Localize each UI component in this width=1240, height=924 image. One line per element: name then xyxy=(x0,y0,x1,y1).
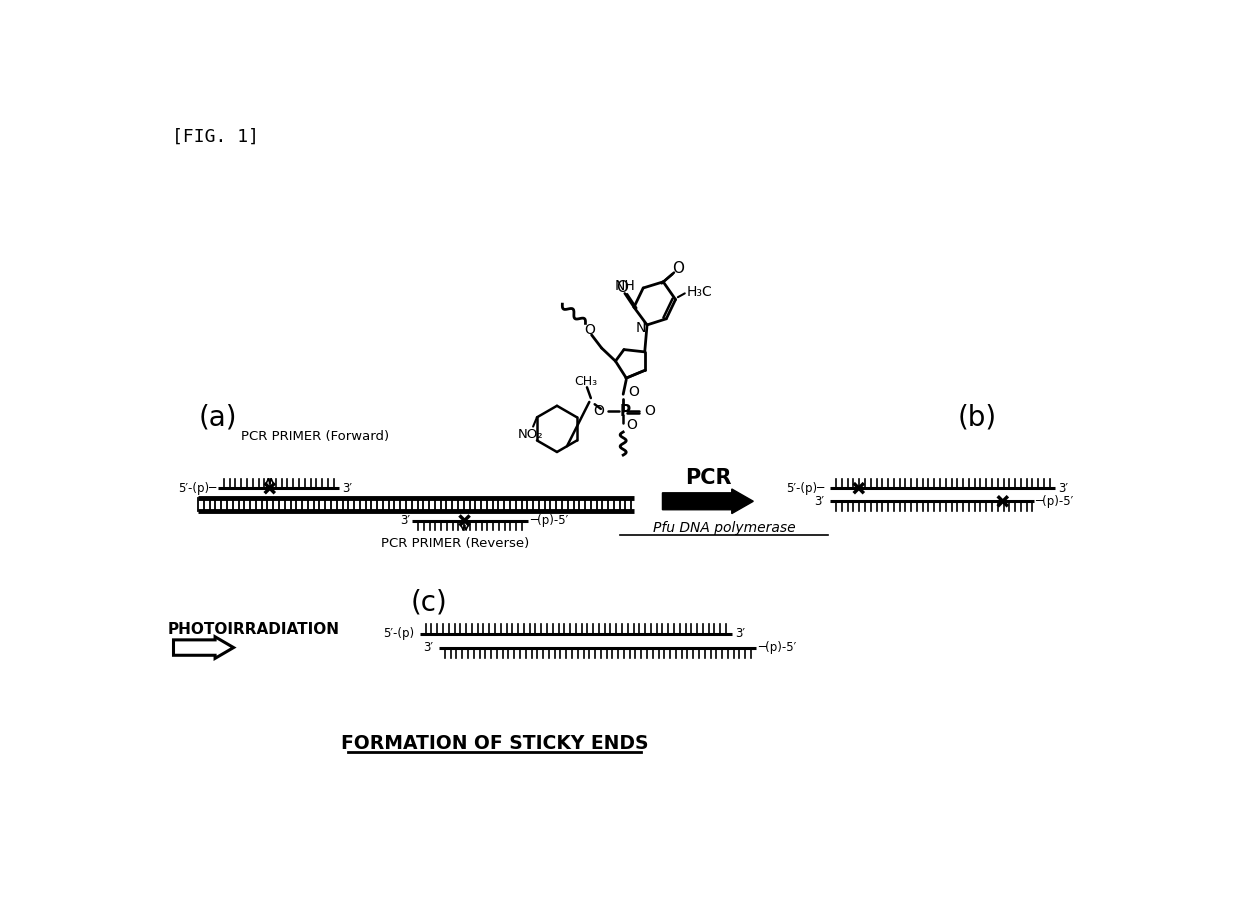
Text: CH₃: CH₃ xyxy=(574,374,596,388)
FancyArrow shape xyxy=(662,489,754,514)
Text: FORMATION OF STICKY ENDS: FORMATION OF STICKY ENDS xyxy=(341,735,649,753)
Text: 5′-(p)─: 5′-(p)─ xyxy=(786,481,825,494)
Text: P: P xyxy=(619,404,630,419)
Text: O: O xyxy=(627,385,639,399)
Text: H₃C: H₃C xyxy=(686,285,712,298)
FancyArrow shape xyxy=(174,637,233,658)
Text: O: O xyxy=(584,323,595,337)
Text: 5′-(p): 5′-(p) xyxy=(383,627,414,640)
Polygon shape xyxy=(625,371,646,378)
Text: (b): (b) xyxy=(957,404,997,432)
Text: N: N xyxy=(635,321,646,335)
Text: [FIG. 1]: [FIG. 1] xyxy=(172,128,259,146)
Text: 3′: 3′ xyxy=(423,641,433,654)
Text: O: O xyxy=(644,404,655,419)
Text: O: O xyxy=(593,404,604,419)
Text: O: O xyxy=(616,280,629,295)
Text: NO₂: NO₂ xyxy=(518,428,543,441)
Text: NH: NH xyxy=(615,279,635,294)
Text: PCR PRIMER (Reverse): PCR PRIMER (Reverse) xyxy=(382,537,529,550)
Text: PCR: PCR xyxy=(684,468,732,488)
Text: ─(p)-5′: ─(p)-5′ xyxy=(758,641,796,654)
Text: PHOTOIRRADIATION: PHOTOIRRADIATION xyxy=(167,622,340,637)
Text: 5′-(p)─: 5′-(p)─ xyxy=(179,481,217,494)
Text: 3′: 3′ xyxy=(399,514,410,527)
Text: 3′: 3′ xyxy=(815,494,825,508)
Text: PCR PRIMER (Forward): PCR PRIMER (Forward) xyxy=(242,430,389,444)
Text: ─(p)-5′: ─(p)-5′ xyxy=(1035,494,1074,508)
Text: (a): (a) xyxy=(198,404,237,432)
Text: (c): (c) xyxy=(410,589,448,616)
Text: 3′: 3′ xyxy=(342,481,352,494)
Text: ─(p)-5′: ─(p)-5′ xyxy=(529,514,568,527)
Text: O: O xyxy=(626,418,637,432)
Text: Pfu DNA polymerase: Pfu DNA polymerase xyxy=(652,521,795,535)
Text: 3′: 3′ xyxy=(735,627,745,640)
Text: O: O xyxy=(672,261,683,276)
Text: 3′: 3′ xyxy=(1058,481,1068,494)
